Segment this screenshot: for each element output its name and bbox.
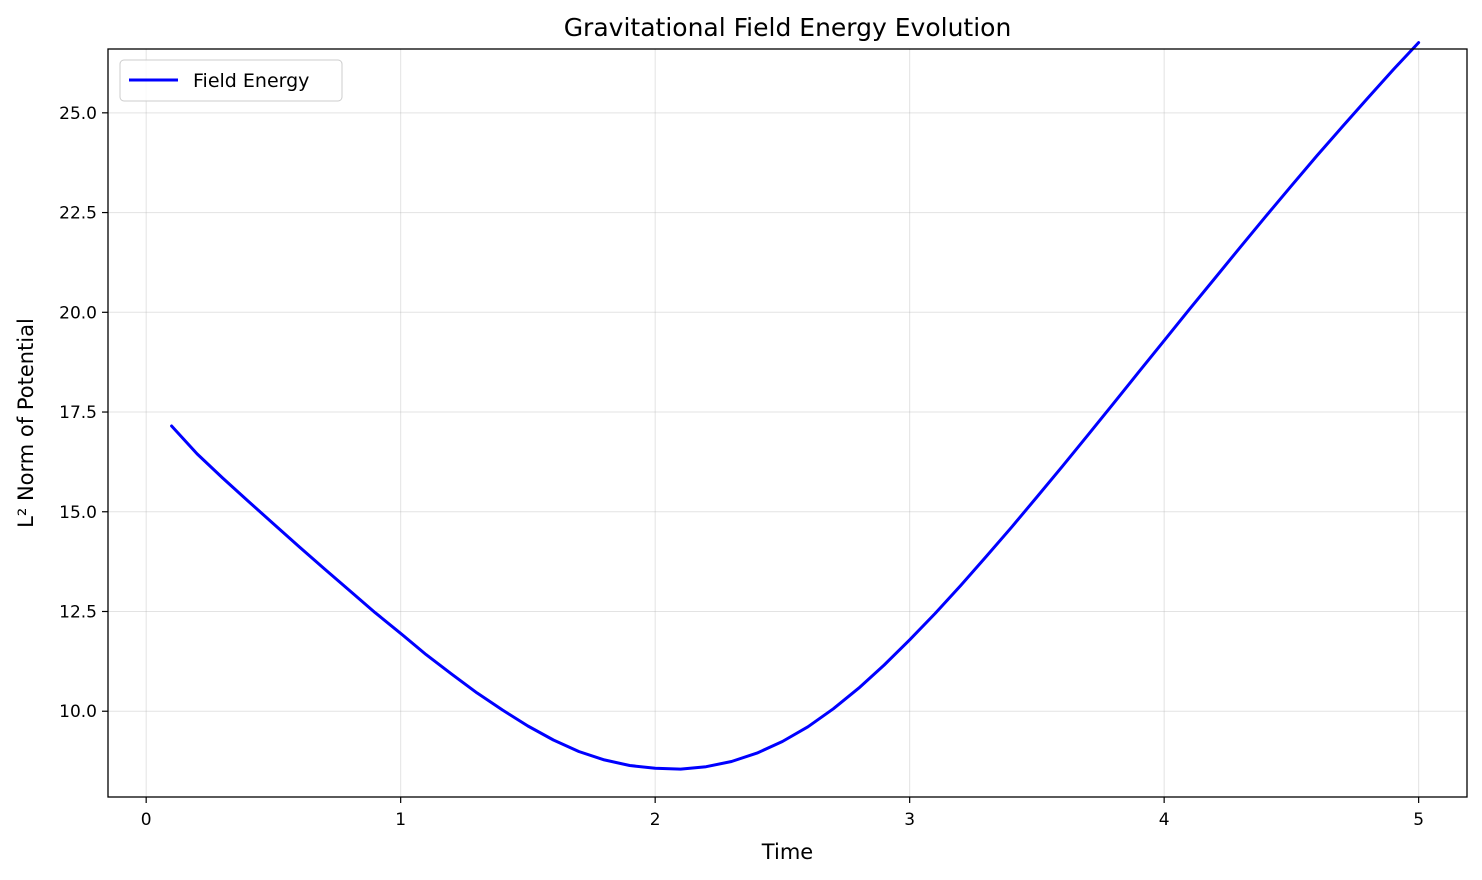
y-tick-label: 22.5: [59, 204, 97, 224]
x-axis-label: Time: [761, 840, 813, 864]
series-layer: [170, 41, 1421, 771]
chart-title: Gravitational Field Energy Evolution: [564, 13, 1012, 42]
y-tick-label: 12.5: [59, 602, 97, 622]
x-tick-label: 5: [1413, 810, 1424, 830]
y-tick-label: 15.0: [59, 503, 97, 523]
y-axis-label: L² Norm of Potential: [14, 318, 38, 528]
ticks: 0 1 2 3 4 5 10.0 12.5 15.0 17.5 20.0 22.5 25.0: [59, 104, 1424, 830]
x-tick-label: 3: [904, 810, 915, 830]
y-tick-label: 20.0: [59, 303, 97, 323]
y-tick-label: 17.5: [59, 403, 97, 423]
legend-box: [119, 59, 343, 102]
x-tick-label: 4: [1159, 810, 1170, 830]
x-tick-label: 0: [141, 810, 152, 830]
x-tick-label: 2: [650, 810, 661, 830]
x-tick-label: 1: [395, 810, 406, 830]
legend: Field Energy: [119, 59, 343, 102]
y-tick-label: 10.0: [59, 702, 97, 722]
series-line-field-energy: [170, 41, 1421, 771]
legend-label: Field Energy: [193, 70, 309, 92]
plot-frame: [107, 48, 1468, 798]
y-tick-label: 25.0: [59, 104, 97, 124]
grid: [108, 49, 1467, 797]
